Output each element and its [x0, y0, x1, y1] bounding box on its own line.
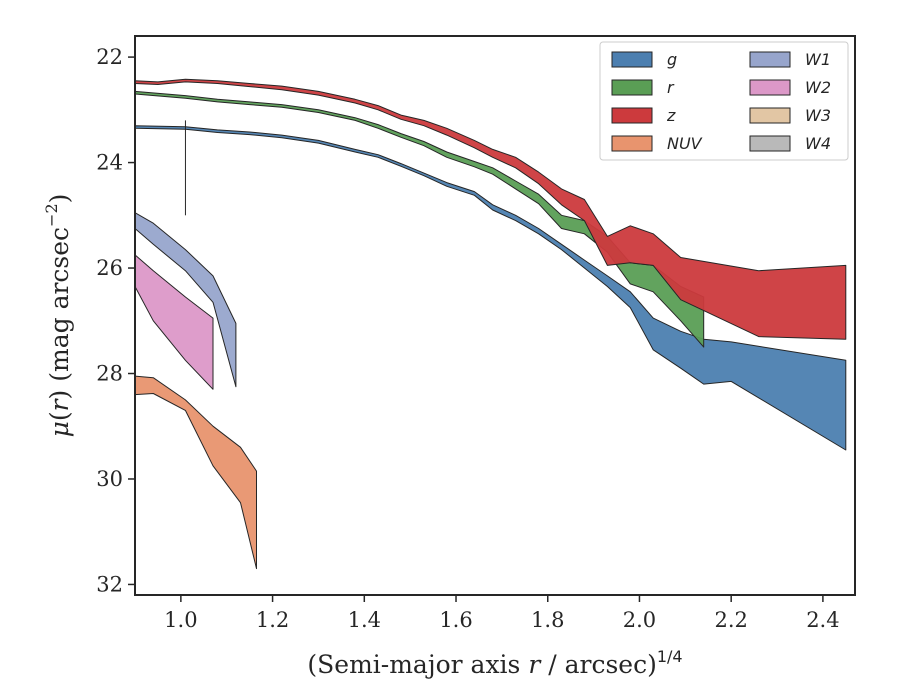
x-tick-label: 1.4: [348, 608, 381, 632]
legend-label-nuv: NUV: [667, 134, 703, 153]
x-tick-label: 2.4: [806, 608, 839, 632]
band-r: [134, 90, 705, 348]
legend-swatch-w2: [749, 79, 791, 96]
legend-label-g: g: [667, 50, 677, 69]
legend-items: grz NUV W1 W2 W3 W4: [611, 50, 831, 153]
legend-swatch-w3: [749, 107, 791, 124]
band-w1: [134, 212, 237, 388]
band-w2: [134, 254, 214, 390]
legend-swatch-g: [611, 51, 653, 68]
legend-box: [599, 41, 849, 161]
legend-swatch-r: [611, 79, 653, 96]
x-tick-label: 1.2: [256, 608, 289, 632]
x-tick-label: 2.2: [714, 608, 747, 632]
y-axis-label: μ(r) (mag arcsec−2): [42, 194, 74, 438]
y-tick-label: 22: [96, 45, 123, 69]
y-tick-label: 24: [96, 151, 123, 175]
y-tick-label: 32: [96, 572, 123, 596]
plot-frame: [134, 35, 856, 596]
band-g: [134, 125, 847, 451]
y-axis-ticks: 22 24 26 28 30 32: [96, 45, 135, 596]
legend-label-z: z: [666, 106, 676, 125]
legend-swatch-nuv: [611, 135, 653, 152]
legend-swatch-w4: [749, 135, 791, 152]
legend-label-w1: W1: [805, 50, 831, 69]
x-tick-label: 1.0: [164, 608, 197, 632]
x-axis-ticks: 1.0 1.2 1.4 1.6 1.8 2.0 2.2 2.4: [164, 595, 840, 632]
band-nuv: [134, 375, 257, 570]
legend-label-r: r: [667, 78, 675, 97]
x-tick-label: 2.0: [623, 608, 656, 632]
profile-bands: [134, 78, 847, 570]
legend-label-w2: W2: [805, 78, 831, 97]
band-z: [134, 78, 847, 340]
legend-label-w3: W3: [805, 106, 831, 125]
legend: grz NUV W1 W2 W3 W4: [599, 41, 849, 161]
y-tick-label: 30: [96, 467, 123, 491]
x-tick-label: 1.6: [439, 608, 472, 632]
legend-label-w4: W4: [805, 134, 831, 153]
y-tick-label: 28: [96, 362, 123, 386]
y-tick-label: 26: [96, 256, 123, 280]
x-tick-label: 1.8: [531, 608, 564, 632]
legend-swatch-z: [611, 107, 653, 124]
x-axis-label: (Semi-major axis r / arcsec)1/4: [307, 647, 682, 679]
legend-swatch-w1: [749, 51, 791, 68]
